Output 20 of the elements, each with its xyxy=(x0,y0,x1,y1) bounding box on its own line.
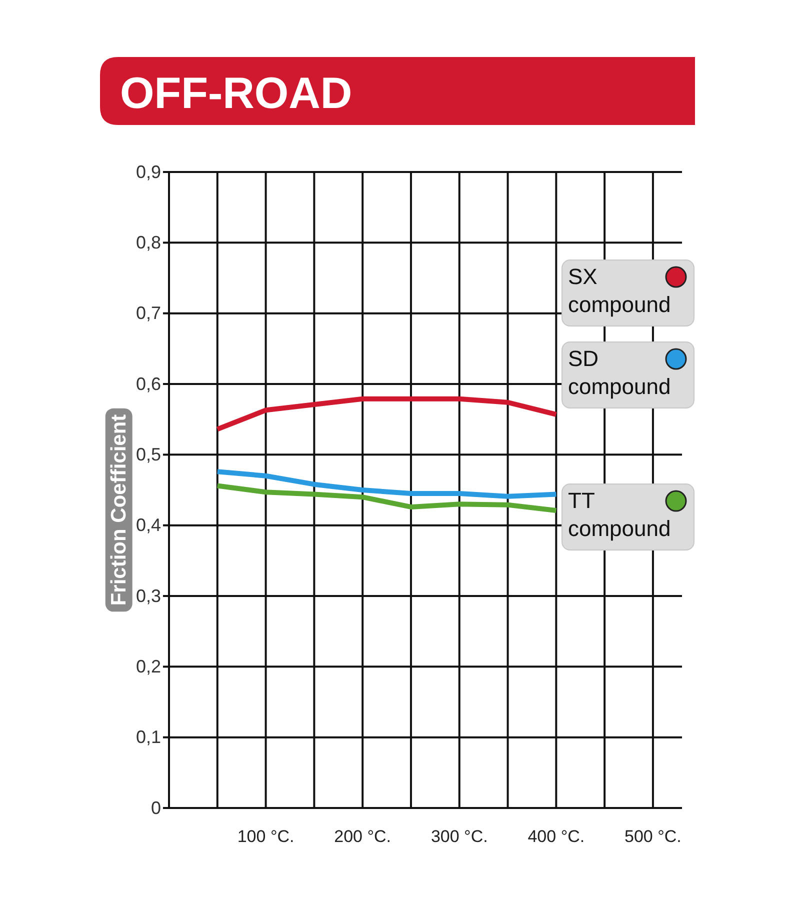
y-tick-label: 0,4 xyxy=(136,515,161,536)
y-tick-label: 0,7 xyxy=(136,303,161,324)
x-tick-label: 200 °C. xyxy=(334,827,392,846)
y-tick-label: 0,8 xyxy=(136,232,161,252)
chart-title: OFF-ROAD xyxy=(120,69,352,118)
x-tick-label: 300 °C. xyxy=(430,827,488,846)
y-tick-label: 0,5 xyxy=(136,444,161,464)
y-axis-title: Friction Coefficient xyxy=(107,414,130,606)
legend-label: TT compound xyxy=(568,488,671,541)
x-tick-label: 500 °C. xyxy=(624,827,682,846)
y-tick-label: 0,9 xyxy=(136,162,161,182)
legend-label: SD compound xyxy=(568,346,671,399)
y-tick-label: 0,2 xyxy=(136,656,161,676)
x-tick-label: 100 °C. xyxy=(237,827,294,846)
y-tick-label: 0,1 xyxy=(136,727,161,748)
y-tick-label: 0,6 xyxy=(136,374,161,394)
x-tick-label: 400 °C. xyxy=(528,827,585,846)
y-tick-label: 0 xyxy=(150,798,161,818)
y-tick-label: 0,3 xyxy=(136,586,161,606)
legend-label: SX compound xyxy=(568,264,671,317)
